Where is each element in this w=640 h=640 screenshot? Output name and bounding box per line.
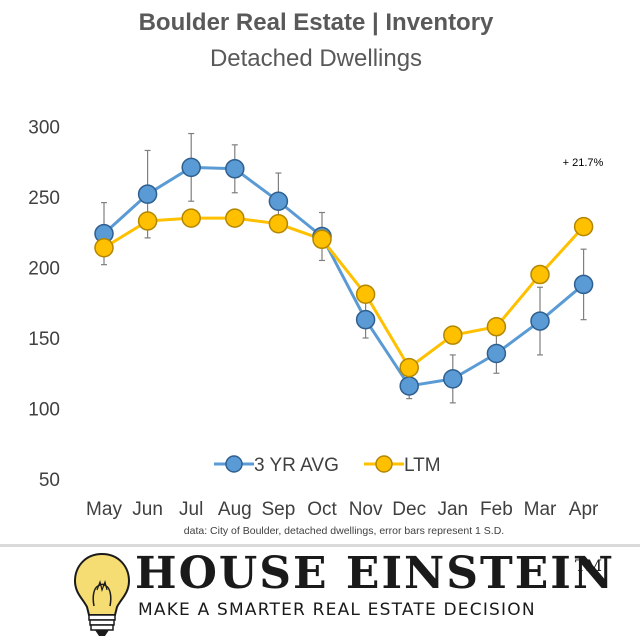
- chart-title: Boulder Real Estate | Inventory: [139, 9, 494, 36]
- brand-footer: HOUSE EINSTEIN TM MAKE A SMARTER REAL ES…: [70, 548, 640, 640]
- chart-subtitle: Detached Dwellings: [210, 45, 422, 72]
- y-axis: 50 100 150 200 250 300: [28, 118, 60, 492]
- x-axis: May Jun Jul Aug Sep Oct Nov Dec Jan Feb Mar Apr: [86, 499, 599, 520]
- data-point: [137, 184, 158, 204]
- legend-label: 3 YR AVG: [254, 455, 339, 476]
- data-point: [399, 357, 419, 378]
- data-point: [573, 274, 594, 295]
- x-tick-label: Jul: [179, 499, 203, 520]
- data-point: [268, 214, 289, 234]
- data-point: [399, 376, 419, 396]
- legend: 3 YR AVG LTM: [214, 455, 441, 476]
- y-tick-label: 150: [28, 329, 60, 350]
- change-annotation: + 21.7%: [563, 157, 604, 169]
- data-point: [225, 208, 245, 228]
- x-tick-label: May: [86, 499, 122, 520]
- data-point: [312, 229, 332, 250]
- legend-item: 3 YR AVG: [214, 455, 339, 476]
- series-line-3-yr-avg: [102, 165, 585, 388]
- legend-item: LTM: [364, 455, 441, 476]
- brand-name: HOUSE EINSTEIN: [135, 548, 616, 599]
- data-point: [443, 369, 463, 389]
- data-point: [137, 211, 158, 231]
- series-line-ltm: [103, 216, 585, 370]
- data-point: [355, 309, 376, 330]
- x-tick-label: Apr: [569, 499, 599, 520]
- data-point: [225, 159, 245, 179]
- y-tick-label: 50: [39, 470, 60, 491]
- x-tick-label: Sep: [261, 499, 295, 520]
- series-lines: [102, 165, 585, 388]
- legend-swatch-marker: [375, 455, 393, 473]
- x-tick-label: Jan: [437, 499, 468, 520]
- data-point: [181, 157, 201, 178]
- legend-label: LTM: [404, 455, 441, 476]
- x-tick-label: Aug: [218, 499, 252, 520]
- data-point: [530, 264, 550, 285]
- data-point: [355, 284, 376, 305]
- y-tick-label: 100: [28, 400, 60, 421]
- source-note: data: City of Boulder, detached dwelling…: [184, 525, 504, 537]
- data-point: [486, 316, 507, 337]
- data-point: [530, 311, 550, 331]
- data-point: [268, 191, 289, 211]
- y-tick-label: 250: [28, 188, 60, 209]
- x-tick-label: Feb: [480, 499, 513, 520]
- x-tick-label: Mar: [524, 499, 557, 520]
- brand-tagline: MAKE A SMARTER REAL ESTATE DECISION: [138, 600, 536, 620]
- x-tick-label: Oct: [307, 499, 337, 520]
- data-point: [486, 343, 507, 364]
- y-tick-label: 300: [28, 118, 60, 139]
- x-tick-label: Jun: [132, 499, 163, 520]
- footer-separator: [0, 544, 640, 547]
- legend-swatch-marker: [225, 455, 243, 473]
- data-point: [94, 238, 114, 258]
- x-tick-label: Nov: [349, 499, 383, 520]
- chart-area: Boulder Real Estate | Inventory Detached…: [28, 9, 604, 537]
- series-markers: [94, 157, 594, 396]
- data-point: [573, 216, 594, 237]
- data-point: [443, 325, 463, 345]
- lightbulb-icon: [73, 552, 131, 636]
- data-point: [181, 208, 201, 228]
- brand-trademark: TM: [575, 556, 603, 575]
- y-tick-label: 200: [28, 259, 60, 280]
- x-tick-label: Dec: [392, 499, 426, 520]
